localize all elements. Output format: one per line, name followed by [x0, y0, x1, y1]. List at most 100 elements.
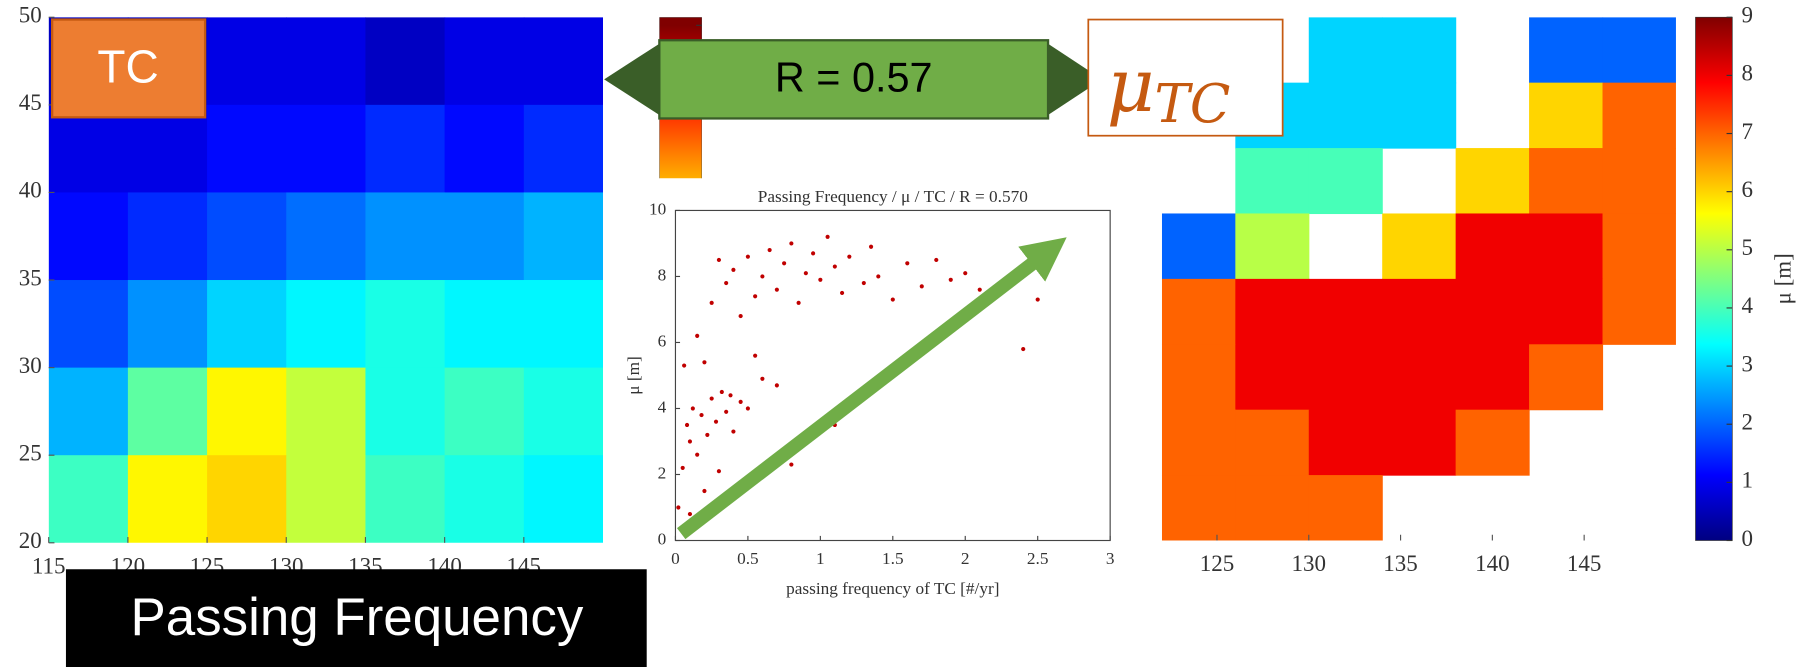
heatmap-cell — [286, 455, 367, 543]
x-tick-label: 3 — [1106, 549, 1115, 568]
heatmap-cell — [523, 367, 603, 456]
heatmap-cell — [1382, 82, 1457, 149]
heatmap-cell — [1382, 409, 1457, 476]
heatmap-cell — [523, 17, 603, 106]
scatter-point — [760, 274, 765, 279]
y-axis-label: μ [m] — [624, 356, 643, 394]
x-tick-label: 145 — [1567, 551, 1602, 576]
colorbar-tick-label: 2 — [1742, 410, 1754, 435]
scatter-point — [789, 241, 794, 246]
scatter-point — [753, 294, 758, 299]
x-tick-label: 1.5 — [882, 549, 904, 568]
heatmap-cell — [444, 455, 525, 543]
scatter-point — [699, 413, 704, 418]
x-tick-label: 2 — [961, 549, 970, 568]
heatmap-cell — [48, 367, 129, 456]
y-tick-label: 0 — [658, 529, 667, 548]
heatmap-cell — [48, 104, 129, 194]
scatter-point — [832, 264, 837, 269]
heatmap-cell — [1308, 278, 1383, 345]
scatter-point — [745, 254, 750, 259]
scatter-point — [753, 353, 758, 358]
scatter-point — [934, 257, 939, 263]
scatter-point — [719, 389, 724, 395]
heatmap-cell — [207, 280, 287, 369]
mu-box — [1087, 18, 1284, 137]
heatmap-cell — [1161, 475, 1236, 541]
heatmap-cell — [1382, 17, 1457, 84]
heatmap-cell — [444, 192, 525, 281]
annotations: TC R = 0.57 μTC Passing Frequency — [50, 18, 1284, 667]
y-tick-label: 10 — [649, 199, 666, 218]
scatter-point — [818, 277, 823, 282]
heatmap-cell — [444, 17, 525, 106]
heatmap-cell — [365, 280, 446, 369]
heatmap-cell — [1161, 409, 1236, 476]
scatter-point — [690, 406, 695, 411]
scatter-point — [684, 422, 690, 428]
scatter-point — [847, 254, 852, 259]
colorbar-tick-label: 8 — [1742, 61, 1754, 86]
scatter-point — [905, 261, 910, 266]
heatmap-cell — [523, 192, 603, 281]
scatter-point — [745, 406, 750, 411]
heatmap-cell — [207, 455, 287, 543]
heatmap-cell — [1161, 344, 1236, 411]
scatter-point — [738, 313, 743, 319]
scatter-point — [811, 251, 816, 256]
scatter-point — [760, 376, 765, 381]
scatter-point — [868, 244, 874, 249]
y-tick-label: 35 — [19, 265, 42, 290]
heatmap-cell — [48, 280, 129, 369]
colorbar-tick-label: 0 — [1742, 526, 1754, 551]
mu-subscript: TC — [1155, 74, 1231, 135]
trend-arrow — [676, 237, 1067, 540]
heatmap-cell — [207, 17, 287, 106]
heatmap-cell — [523, 455, 603, 543]
colorbar-tick-label: 3 — [711, 11, 723, 36]
heatmap-cell — [444, 280, 525, 369]
heatmap-cell — [207, 192, 287, 281]
heatmap-cell — [48, 192, 129, 281]
x-tick-label: 0.5 — [737, 549, 759, 568]
scatter-point — [687, 439, 693, 444]
heatmap-cell — [1602, 17, 1676, 84]
x-tick-label: 115 — [32, 553, 66, 578]
colorbar-tick-label: 1 — [1742, 468, 1754, 493]
scatter-point — [948, 277, 953, 282]
y-tick-label: 25 — [19, 440, 42, 465]
scatter-point — [840, 290, 845, 296]
r-box — [658, 39, 1050, 120]
heatmap-cell — [365, 192, 446, 281]
passing-box — [65, 569, 647, 667]
scatter-point — [774, 383, 779, 388]
heatmap-cell — [1455, 213, 1530, 280]
heatmap-cell — [1602, 148, 1676, 215]
y-tick-label: 4 — [658, 397, 667, 416]
scatter-point — [876, 274, 881, 279]
y-tick-label: 2 — [658, 463, 667, 482]
heatmap-cells — [48, 17, 603, 543]
y-tick-label: 45 — [19, 90, 42, 115]
heatmap-cell — [1308, 17, 1383, 84]
scatter-point — [789, 462, 794, 467]
arrow-right — [1048, 43, 1103, 116]
scatter-point — [716, 469, 721, 474]
scatter-point — [861, 280, 866, 286]
heatmap-cell — [444, 104, 525, 194]
colorbar-tick-label: 4 — [1742, 293, 1754, 318]
heatmap-cell — [1529, 213, 1604, 280]
mu-label: μTC — [1107, 44, 1231, 135]
heatmap-cell — [1602, 82, 1676, 149]
heatmap-cell — [1382, 344, 1457, 411]
colorbar-tick-label: 3 — [1742, 351, 1754, 376]
scatter-point — [803, 271, 808, 276]
x-tick-label: 0 — [671, 549, 680, 568]
arrow-left — [604, 43, 660, 116]
x-tick-label: 2.5 — [1027, 549, 1049, 568]
colorbar-tick-label: 5 — [1742, 235, 1754, 260]
heatmap-cell — [1529, 148, 1604, 215]
y-tick-label: 6 — [658, 331, 667, 350]
y-tick-label: 20 — [19, 528, 42, 553]
mu-symbol: μ — [1107, 44, 1155, 129]
